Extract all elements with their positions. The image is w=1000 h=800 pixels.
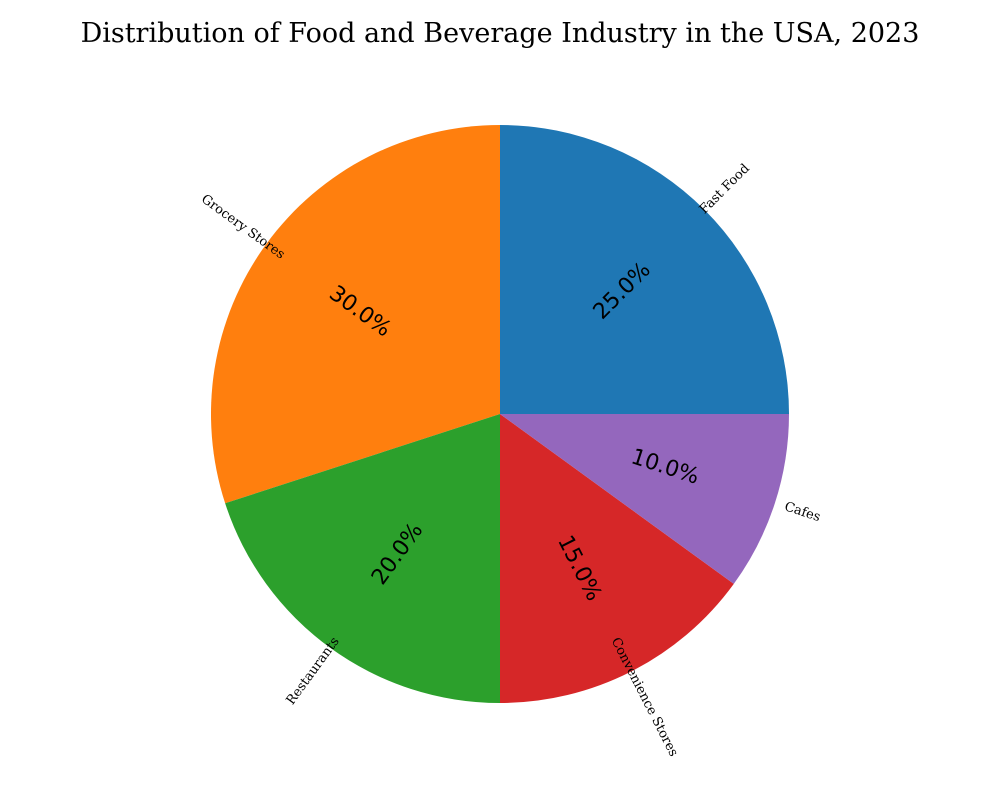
slice-label-restaurants: Restaurants [284, 635, 343, 708]
slice-label-fast-food: Fast Food [697, 161, 753, 217]
slice-label-grocery-stores: Grocery Stores [198, 192, 287, 263]
slice-label-cafes: Cafes [782, 499, 822, 525]
